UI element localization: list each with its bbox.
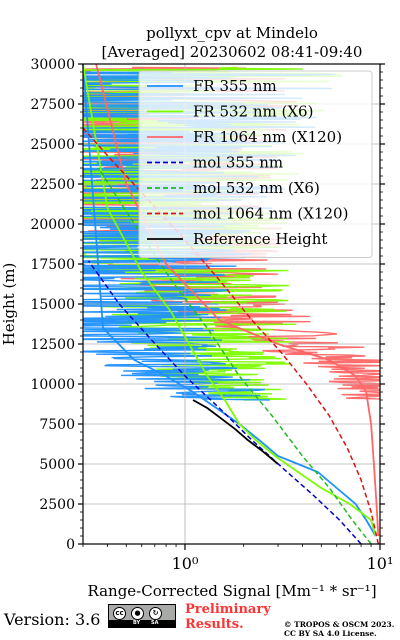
x-axis: 10⁰ 10¹ xyxy=(82,544,394,573)
copyright-line-2: CC BY SA 4.0 License. xyxy=(284,629,377,638)
preliminary-line-2: Results. xyxy=(185,617,244,632)
y-tick-label: 10000 xyxy=(30,377,75,393)
legend-label-6: mol 1064 nm (X120) xyxy=(193,205,348,223)
y-tick-label: 7500 xyxy=(39,417,75,433)
y-tick-label: 5000 xyxy=(39,457,75,473)
copyright-line-1: © TROPOS & OSCM 2023. xyxy=(284,620,395,629)
series-line-4 xyxy=(87,260,362,545)
copyright-notice: © TROPOS & OSCM 2023. CC BY SA 4.0 Licen… xyxy=(284,620,394,638)
y-tick-label: 27500 xyxy=(30,97,75,113)
y-tick-label: 17500 xyxy=(30,257,75,273)
legend-label-1: FR 355 nm xyxy=(193,77,277,95)
preliminary-results-label: Preliminary Results. xyxy=(185,602,271,632)
chart-title: pollyxt_cpv at Mindelo xyxy=(146,24,318,42)
series-line-2 xyxy=(82,63,377,537)
y-tick-label: 25000 xyxy=(30,137,75,153)
legend: FR 355 nm FR 532 nm (X6) FR 1064 nm (X120)… xyxy=(138,70,373,258)
legend-label-3: FR 1064 nm (X120) xyxy=(193,128,342,146)
x-tick-label: 10⁰ xyxy=(172,554,199,573)
attribution-icon: ● xyxy=(131,607,144,620)
legend-label-5: mol 532 nm (X6) xyxy=(193,179,320,197)
y-tick-label: 22500 xyxy=(30,177,75,193)
cc-icon: cc xyxy=(113,607,126,620)
preliminary-line-1: Preliminary xyxy=(185,602,271,617)
x-tick-label: 10¹ xyxy=(367,554,394,573)
x-axis-label: Range-Corrected Signal [Mm⁻¹ * sr⁻¹] xyxy=(87,582,376,600)
legend-label-4: mol 355 nm xyxy=(193,154,283,172)
series-line-1 xyxy=(82,63,377,537)
legend-box xyxy=(138,70,373,258)
y-tick-label: 15000 xyxy=(30,297,75,313)
badge-by-text: BY xyxy=(133,620,141,626)
y-tick-label: 2500 xyxy=(39,497,75,513)
y-tick-label: 12500 xyxy=(30,337,75,353)
y-tick-label: 30000 xyxy=(30,57,75,73)
version-label: Version: 3.6 xyxy=(4,610,101,629)
chart-subtitle: [Averaged] 20230602 08:41-09:40 xyxy=(102,43,363,61)
share-alike-icon: ↻ xyxy=(149,607,162,620)
y-tick-label: 20000 xyxy=(30,217,75,233)
badge-sa-text: SA xyxy=(151,620,159,626)
y-tick-label: 0 xyxy=(66,537,75,553)
badge-strip xyxy=(109,620,175,627)
series-line-7 xyxy=(192,399,279,465)
legend-label-2: FR 532 nm (X6) xyxy=(193,103,313,121)
y-axis: 0 2500 5000 7500 10000 12500 15000 17500 20000 22… xyxy=(30,57,385,553)
cc-by-sa-badge-icon[interactable]: cc ● ↻ BY SA xyxy=(108,604,176,628)
y-axis-label: Height (m) xyxy=(0,263,18,346)
legend-label-7: Reference Height xyxy=(193,230,327,248)
